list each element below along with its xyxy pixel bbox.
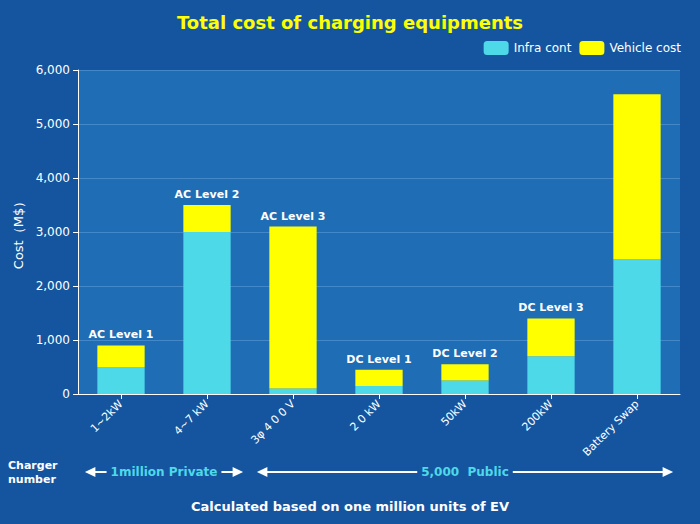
svg-text:1,000: 1,000 (36, 333, 70, 347)
svg-text:Charger: Charger (8, 459, 58, 472)
svg-text:4,000: 4,000 (36, 171, 70, 185)
svg-text:DC Level 3: DC Level 3 (518, 301, 583, 314)
svg-text:0: 0 (62, 387, 70, 401)
svg-text:Infra cont: Infra cont (514, 41, 572, 55)
svg-text:6,000: 6,000 (36, 63, 70, 77)
svg-text:3φ 4 0 0 V: 3φ 4 0 0 V (248, 397, 298, 447)
svg-text:Cost（M$）: Cost（M$） (11, 195, 26, 269)
svg-text:3,000: 3,000 (36, 225, 70, 239)
svg-text:Calculated based on one millio: Calculated based on one million units of… (191, 499, 509, 514)
svg-text:2 0 kW: 2 0 kW (347, 397, 383, 433)
svg-text:Total cost of charging equipme: Total cost of charging equipments (177, 12, 523, 33)
svg-text:1million Private: 1million Private (111, 465, 218, 479)
svg-text:50kW: 50kW (438, 397, 469, 428)
svg-text:Battery Swap: Battery Swap (580, 397, 641, 458)
svg-text:number: number (8, 473, 56, 486)
svg-text:DC Level 2: DC Level 2 (432, 347, 497, 360)
svg-text:AC Level 1: AC Level 1 (89, 328, 154, 341)
svg-text:AC Level 2: AC Level 2 (175, 188, 240, 201)
svg-text:5,000 Public: 5,000 Public (421, 465, 509, 479)
svg-text:AC Level 3: AC Level 3 (261, 210, 326, 223)
svg-text:200kW: 200kW (519, 397, 555, 433)
svg-text:Vehicle cost: Vehicle cost (609, 41, 681, 55)
svg-text:2,000: 2,000 (36, 279, 70, 293)
svg-text:4~7 kW: 4~7 kW (171, 397, 211, 437)
svg-text:5,000: 5,000 (36, 117, 70, 131)
svg-text:1~2kW: 1~2kW (88, 397, 126, 435)
svg-text:DC Level 1: DC Level 1 (346, 353, 411, 366)
